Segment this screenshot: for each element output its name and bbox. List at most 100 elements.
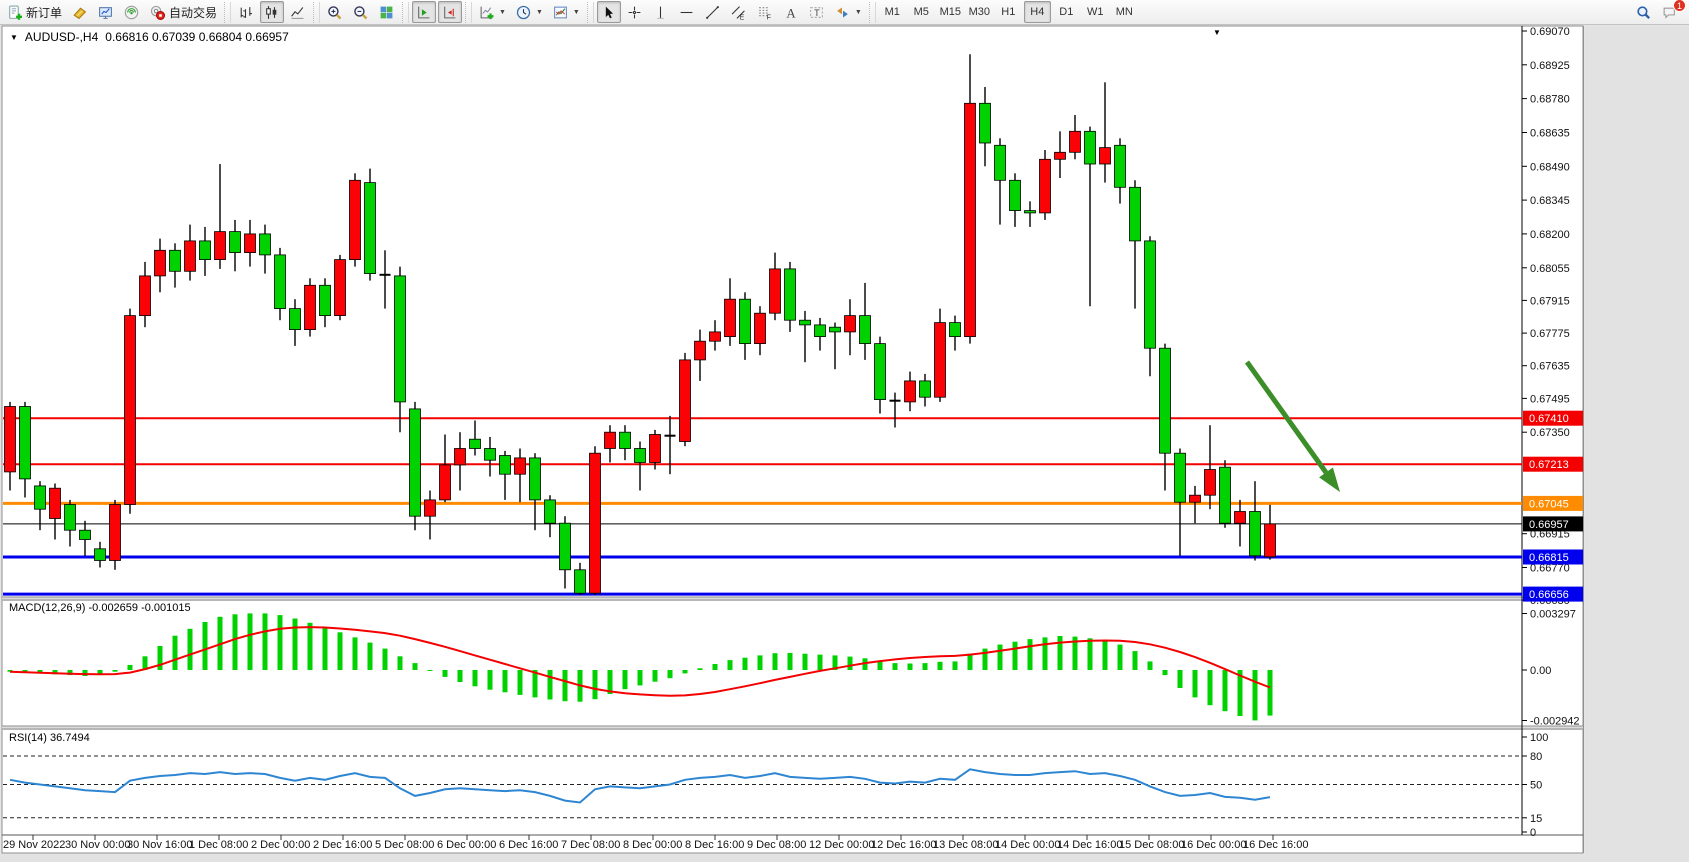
bottom-gutter bbox=[0, 854, 1689, 862]
fibo-button[interactable]: F bbox=[753, 1, 777, 23]
shapes-icon bbox=[836, 6, 848, 18]
zoom-out-button[interactable] bbox=[349, 1, 373, 23]
hline-button[interactable] bbox=[675, 1, 699, 23]
time-tick-label: 9 Dec 08:00 bbox=[747, 839, 806, 851]
price-tick-label: 0.66770 bbox=[1530, 563, 1570, 575]
cursor-icon bbox=[605, 6, 613, 18]
trend-arrow[interactable] bbox=[1244, 360, 1340, 492]
price-tick-label: 0.67635 bbox=[1530, 361, 1570, 373]
zoom-in-button[interactable] bbox=[323, 1, 347, 23]
bars-button[interactable] bbox=[234, 1, 258, 23]
time-tick-label: 29 Nov 2022 bbox=[3, 839, 65, 851]
chat-button[interactable]: 1 bbox=[1658, 0, 1686, 24]
scroll-marker-icon[interactable]: ▼ bbox=[1213, 28, 1221, 37]
zoom-out-icon bbox=[354, 5, 368, 19]
indicators-button[interactable]: ▼ bbox=[475, 1, 510, 23]
timeframe-w1-button[interactable]: W1 bbox=[1087, 6, 1104, 18]
vline-icon bbox=[657, 6, 664, 19]
time-tick-label: 30 Nov 16:00 bbox=[127, 839, 192, 851]
search-icon bbox=[1637, 6, 1651, 20]
price-tick-label: 0.68780 bbox=[1530, 94, 1570, 106]
time-tick-label: 14 Dec 00:00 bbox=[995, 839, 1060, 851]
timeframe-h4-button[interactable]: H4 bbox=[1023, 1, 1051, 23]
templates-button[interactable]: ▼ bbox=[549, 1, 584, 23]
candlesticks bbox=[4, 54, 1276, 595]
resistance-line-2-tag: 0.67213 bbox=[1523, 456, 1583, 472]
rsi-tick-label: 15 bbox=[1530, 813, 1542, 825]
chevron-down-icon[interactable]: ▼ bbox=[535, 8, 543, 16]
time-tick-label: 16 Dec 00:00 bbox=[1181, 839, 1246, 851]
time-tick-label: 6 Dec 16:00 bbox=[499, 839, 558, 851]
search-button[interactable] bbox=[1632, 2, 1656, 24]
macd-tick-label: 0.003297 bbox=[1530, 609, 1576, 621]
text-icon: A bbox=[786, 6, 796, 20]
autotrading-button[interactable]: 自动交易 bbox=[146, 1, 221, 23]
rsi-label: RSI(14) 36.7494 bbox=[9, 732, 90, 744]
chart-title-symbol: AUDUSD-,H4 bbox=[24, 30, 99, 44]
svg-text:E: E bbox=[739, 14, 744, 20]
chart-shift-button[interactable] bbox=[438, 1, 463, 23]
vline-button[interactable] bbox=[649, 1, 673, 23]
time-tick-label: 15 Dec 08:00 bbox=[1119, 839, 1184, 851]
periods-button[interactable]: ▼ bbox=[512, 1, 547, 23]
quotes-button[interactable] bbox=[68, 1, 92, 23]
rsi-tick-label: 80 bbox=[1530, 751, 1542, 763]
shapes-button[interactable]: ▼ bbox=[831, 1, 866, 23]
chevron-down-icon[interactable]: ▼ bbox=[572, 8, 580, 16]
price-tick-label: 0.68345 bbox=[1530, 195, 1570, 207]
toolbar-separator bbox=[402, 1, 410, 23]
svg-text:A: A bbox=[786, 6, 796, 20]
timeframe-mn-button[interactable]: MN bbox=[1115, 6, 1133, 18]
cursor-button[interactable] bbox=[596, 1, 621, 23]
clock-icon bbox=[516, 5, 531, 19]
macd-axis[interactable]: 0.003297 0.00 -0.002942 bbox=[1522, 609, 1580, 728]
line-chart-button[interactable] bbox=[286, 1, 310, 23]
price-tick-label: 0.67915 bbox=[1530, 295, 1570, 307]
chevron-down-icon[interactable]: ▼ bbox=[854, 8, 862, 16]
hline-objects: 0.67410 0.67213 0.67045 0.66957 0.66815 0.666… bbox=[3, 410, 1583, 602]
autotrading-icon bbox=[150, 5, 166, 20]
text-button[interactable]: A bbox=[779, 1, 803, 23]
chart-panels bbox=[1, 25, 1584, 854]
new-order-button[interactable]: 新订单 bbox=[3, 1, 66, 23]
chart-dropdown-icon[interactable]: ▼ bbox=[10, 32, 18, 42]
timeframe-m5-button[interactable]: M5 bbox=[913, 6, 929, 18]
svg-text:T: T bbox=[814, 7, 820, 17]
timeframe-h1-button[interactable]: H1 bbox=[1001, 6, 1016, 18]
autoscroll-button[interactable] bbox=[412, 1, 437, 23]
time-tick-label: 8 Dec 00:00 bbox=[623, 839, 682, 851]
rsi-axis[interactable]: 100 80 50 15 0 bbox=[1522, 732, 1548, 839]
svg-text:F: F bbox=[766, 14, 770, 20]
timeframe-m30-button[interactable]: M30 bbox=[968, 6, 990, 18]
time-tick-label: 30 Nov 00:00 bbox=[65, 839, 130, 851]
timeframe-m15-button[interactable]: M15 bbox=[939, 6, 961, 18]
price-tick-label: 0.68490 bbox=[1530, 161, 1570, 173]
time-tick-label: 1 Dec 08:00 bbox=[189, 839, 248, 851]
chevron-down-icon[interactable]: ▼ bbox=[499, 8, 506, 16]
timeframe-m1-button[interactable]: M1 bbox=[884, 6, 900, 18]
signals-button[interactable] bbox=[120, 1, 144, 23]
time-tick-label: 8 Dec 16:00 bbox=[685, 839, 744, 851]
current-price-line-tag: 0.66957 bbox=[1523, 516, 1583, 532]
trendline-button[interactable] bbox=[701, 1, 725, 23]
fibo-icon: F bbox=[758, 6, 771, 20]
price-tick-label: 0.66915 bbox=[1530, 529, 1570, 541]
label-icon: T bbox=[809, 6, 823, 17]
macd-label: MACD(12,26,9) -0.002659 -0.001015 bbox=[9, 602, 191, 614]
new-order-icon bbox=[9, 5, 22, 20]
crosshair-button[interactable] bbox=[623, 1, 647, 23]
timeframe-d1-button[interactable]: D1 bbox=[1059, 6, 1074, 18]
channel-button[interactable]: E bbox=[727, 1, 751, 23]
charts-button[interactable] bbox=[94, 1, 118, 23]
crosshair-icon bbox=[628, 6, 641, 18]
time-tick-label: 2 Dec 16:00 bbox=[313, 839, 372, 851]
chart-title: ▼ AUDUSD-,H4 0.66816 0.67039 0.66804 0.6… bbox=[10, 30, 289, 44]
charts-icon bbox=[99, 6, 112, 19]
rsi-line bbox=[9, 768, 1271, 804]
candles-button[interactable] bbox=[260, 1, 285, 23]
tile-windows-button[interactable] bbox=[375, 1, 399, 23]
chart-shift-icon bbox=[444, 6, 456, 18]
label-button[interactable]: T bbox=[805, 1, 829, 23]
price-tick-label: 0.67350 bbox=[1530, 427, 1570, 439]
